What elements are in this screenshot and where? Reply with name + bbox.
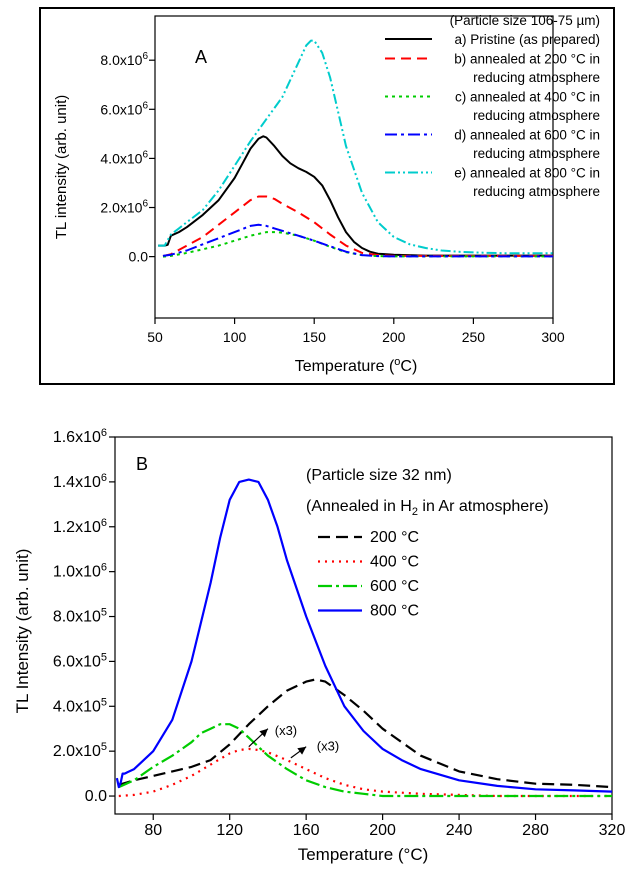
legend-label-b-3: 600 °C bbox=[370, 578, 419, 595]
panel-a-frame bbox=[39, 7, 615, 385]
series-line-a-4 bbox=[162, 223, 553, 258]
legend-label-b-4: 800 °C bbox=[370, 603, 419, 620]
legend-label-b-1: 200 °C bbox=[370, 529, 419, 546]
series-line-a-3 bbox=[162, 231, 553, 258]
legend-label-a-5: e) annealed at 800 °C in bbox=[454, 166, 600, 181]
x-axis-label-b: Temperature (°C) bbox=[298, 845, 429, 864]
legend-label-a-4: d) annealed at 600 °C in bbox=[454, 128, 600, 143]
legend-label-a-2: reducing atmosphere bbox=[473, 70, 600, 85]
x-axis-label-a: Temperature (oC) bbox=[295, 356, 418, 375]
panel-label-b: B bbox=[136, 454, 148, 474]
x-tick-label-b: 120 bbox=[216, 822, 243, 839]
annotation-label-2: (x3) bbox=[317, 739, 339, 754]
y-tick-label-a: 8.0x106 bbox=[100, 51, 148, 68]
y-axis-label-a: TL intensity (arb. unit) bbox=[53, 95, 70, 240]
series-line-b-2 bbox=[118, 747, 612, 798]
legend-title-b: (Particle size 32 nm) bbox=[306, 467, 452, 484]
y-tick-label-b: 1.2x106 bbox=[53, 517, 107, 536]
x-tick-label-a: 300 bbox=[541, 329, 565, 345]
y-tick-label-b: 2.0x105 bbox=[53, 741, 107, 760]
x-tick-label-a: 50 bbox=[147, 329, 163, 345]
x-tick-label-a: 100 bbox=[223, 329, 247, 345]
x-tick-label-b: 320 bbox=[599, 822, 626, 839]
y-tick-label-b: 1.0x106 bbox=[53, 562, 107, 581]
y-tick-label-b: 8.0x105 bbox=[53, 607, 107, 626]
series-line-b-1 bbox=[118, 678, 613, 789]
series-line-b-3 bbox=[118, 723, 612, 798]
y-tick-label-a: 0.0 bbox=[129, 249, 149, 265]
y-tick-label-a: 2.0x106 bbox=[100, 199, 148, 216]
y-tick-label-b: 0.0 bbox=[85, 788, 107, 805]
plot-area-b bbox=[114, 436, 613, 815]
y-tick-label-a: 4.0x106 bbox=[100, 149, 148, 166]
x-tick-label-a: 150 bbox=[303, 329, 327, 345]
y-tick-label-b: 1.6x106 bbox=[53, 427, 107, 446]
x-tick-label-a: 250 bbox=[462, 329, 486, 345]
x-tick-label-b: 80 bbox=[144, 822, 162, 839]
series-line-b-4 bbox=[115, 478, 613, 793]
legend-label-a-3: reducing atmosphere bbox=[473, 108, 600, 123]
legend-label-b-2: 400 °C bbox=[370, 554, 419, 571]
legend-label-a-1: a) Pristine (as prepared) bbox=[454, 32, 600, 47]
x-tick-label-a: 200 bbox=[382, 329, 406, 345]
chart-panel-b: (x3) (x3) 80 120 160 200 240 280 320 0.0 2.0x105 4… bbox=[13, 427, 625, 864]
legend-label-a-5: reducing atmosphere bbox=[473, 184, 600, 199]
legend-title-a: (Particle size 106-75 µm) bbox=[450, 13, 600, 28]
plot-area-a bbox=[154, 15, 554, 319]
y-tick-label-a: 6.0x106 bbox=[100, 100, 148, 117]
chart-panel-a: 50 100 150 200 250 300 0.0 2.0x106 4.0x106 6.0x10… bbox=[39, 7, 615, 385]
legend-label-a-4: reducing atmosphere bbox=[473, 146, 600, 161]
legend-label-a-2: b) annealed at 200 °C in bbox=[454, 52, 600, 67]
y-tick-label-b: 1.4x106 bbox=[53, 472, 107, 491]
series-line-a-5 bbox=[158, 39, 553, 255]
annotation-arrowhead-2 bbox=[297, 746, 307, 755]
series-line-a-2 bbox=[162, 195, 553, 258]
series-line-a-1 bbox=[158, 135, 553, 257]
y-tick-label-b: 4.0x105 bbox=[53, 696, 107, 715]
y-tick-label-b: 6.0x105 bbox=[53, 651, 107, 670]
x-tick-label-b: 240 bbox=[446, 822, 473, 839]
x-tick-label-b: 160 bbox=[293, 822, 320, 839]
legend-subtitle-b: (Annealed in H2 in Ar atmosphere) bbox=[306, 498, 549, 518]
x-tick-label-b: 200 bbox=[369, 822, 396, 839]
legend-label-a-3: c) annealed at 400 °C in bbox=[455, 90, 600, 105]
annotation-arrowhead-1 bbox=[259, 728, 268, 738]
annotation-label-1: (x3) bbox=[275, 723, 297, 738]
panel-label-a: A bbox=[195, 47, 207, 67]
x-tick-label-b: 280 bbox=[522, 822, 549, 839]
y-axis-label-b: TL Intensity (arb. unit) bbox=[13, 549, 32, 714]
